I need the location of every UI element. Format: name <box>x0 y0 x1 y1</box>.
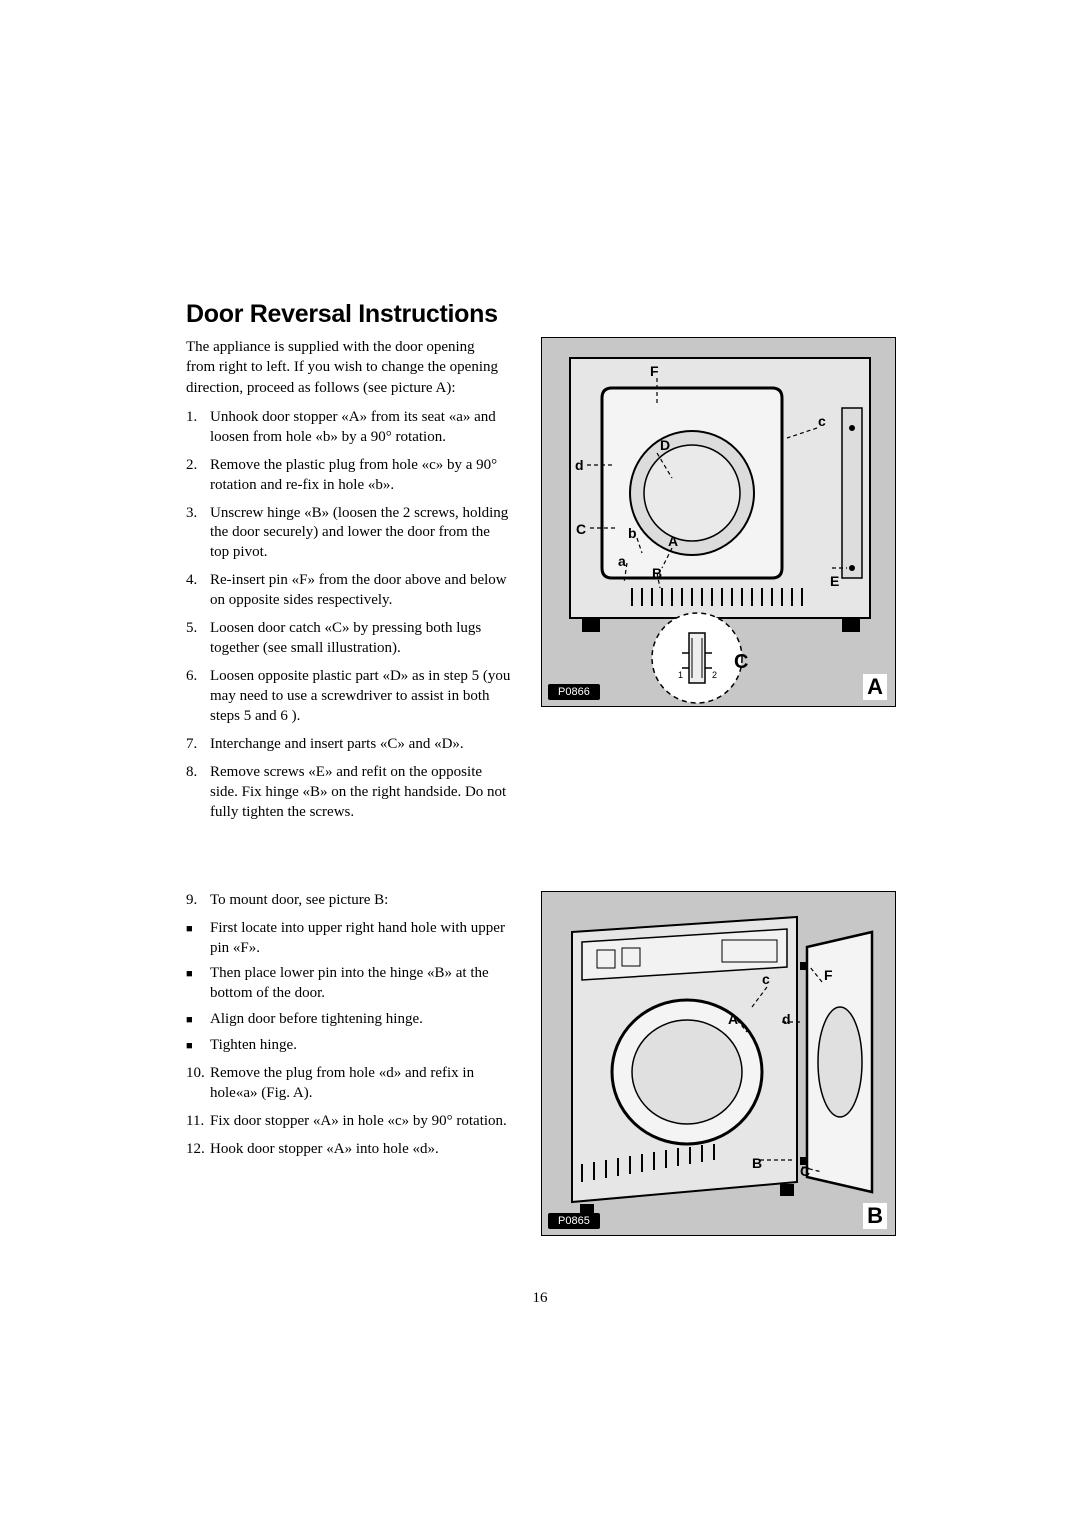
figure-a-id: P0866 <box>548 684 600 700</box>
bullet-item: ■First locate into upper right hand hole… <box>186 919 511 959</box>
left-column-upper: The appliance is supplied with the door … <box>186 337 511 831</box>
step-number: 7. <box>186 735 210 755</box>
bullet-icon: ■ <box>186 1036 210 1056</box>
bullet-text: Align door before tightening hinge. <box>210 1010 423 1030</box>
figB-label-F: F <box>824 967 833 983</box>
step-text: Interchange and insert parts «C» and «D»… <box>210 735 511 755</box>
step-item: 6.Loosen opposite plastic part «D» as in… <box>186 667 511 727</box>
step-9-wrap: 9. To mount door, see picture B: <box>186 891 511 911</box>
step-item: 5.Loosen door catch «C» by pressing both… <box>186 619 511 659</box>
step-text: Remove screws «E» and refit on the oppos… <box>210 763 511 823</box>
step-text: Re-insert pin «F» from the door above an… <box>210 571 511 611</box>
figA-label-d: d <box>575 457 584 473</box>
step-text: Remove the plug from hole «d» and refix … <box>210 1064 511 1104</box>
step-number: 12. <box>186 1140 210 1160</box>
step-item: 2.Remove the plastic plug from hole «c» … <box>186 456 511 496</box>
figure-b-id: P0865 <box>548 1213 600 1229</box>
figA-label-E: E <box>830 573 839 589</box>
step-number: 2. <box>186 456 210 496</box>
svg-text:2: 2 <box>712 670 717 680</box>
step-item: 12.Hook door stopper «A» into hole «d». <box>186 1140 511 1160</box>
bullet-text: First locate into upper right hand hole … <box>210 919 511 959</box>
step-item: 8.Remove screws «E» and refit on the opp… <box>186 763 511 823</box>
figure-a-letter: A <box>863 674 887 700</box>
step-text: Loosen opposite plastic part «D» as in s… <box>210 667 511 727</box>
lower-row: 9. To mount door, see picture B: ■First … <box>186 891 896 1236</box>
upper-row: The appliance is supplied with the door … <box>186 337 896 831</box>
figB-label-B: B <box>752 1155 762 1171</box>
intro-paragraph: The appliance is supplied with the door … <box>186 337 506 398</box>
figure-b-letter: B <box>863 1203 887 1229</box>
figure-b: c F A d B C P0865 B <box>541 891 896 1236</box>
figure-a-svg: 1 2 F c d D C b A a B E C <box>542 338 897 708</box>
steps-list-a: 1.Unhook door stopper «A» from its seat … <box>186 408 511 823</box>
step-number: 11. <box>186 1112 210 1132</box>
step-item: 7.Interchange and insert parts «C» and «… <box>186 735 511 755</box>
figA-label-C1: C <box>576 521 586 537</box>
figA-label-C2: C <box>734 651 748 673</box>
figA-label-c: c <box>818 413 826 429</box>
step-number: 6. <box>186 667 210 727</box>
step-9: 9. To mount door, see picture B: <box>186 891 511 911</box>
figB-label-C: C <box>800 1163 810 1179</box>
step-item: 4.Re-insert pin «F» from the door above … <box>186 571 511 611</box>
step-text: Hook door stopper «A» into hole «d». <box>210 1140 511 1160</box>
bullet-item: ■Tighten hinge. <box>186 1036 511 1056</box>
step-text: Unhook door stopper «A» from its seat «a… <box>210 408 511 448</box>
figB-label-A: A <box>728 1011 738 1027</box>
figure-b-svg: c F A d B C <box>542 892 897 1237</box>
step-text: Fix door stopper «A» in hole «c» by 90° … <box>210 1112 511 1132</box>
step-number: 4. <box>186 571 210 611</box>
step-number: 5. <box>186 619 210 659</box>
step-item: 1.Unhook door stopper «A» from its seat … <box>186 408 511 448</box>
step-number: 8. <box>186 763 210 823</box>
bullet-text: Tighten hinge. <box>210 1036 297 1056</box>
svg-text:1: 1 <box>678 670 683 680</box>
figA-label-B: B <box>652 565 662 581</box>
step-item: 3.Unscrew hinge «B» (loosen the 2 screws… <box>186 504 511 564</box>
figB-label-d: d <box>782 1011 791 1027</box>
page-number: 16 <box>0 1290 1080 1307</box>
figA-label-b: b <box>628 525 637 541</box>
bullet-icon: ■ <box>186 1010 210 1030</box>
step-9-num: 9. <box>186 891 210 911</box>
step-number: 10. <box>186 1064 210 1104</box>
step-number: 3. <box>186 504 210 564</box>
bullet-list: ■First locate into upper right hand hole… <box>186 919 511 1057</box>
figA-label-A: A <box>668 533 678 549</box>
section-heading: Door Reversal Instructions <box>186 300 896 329</box>
bullet-icon: ■ <box>186 964 210 1004</box>
step-text: Unscrew hinge «B» (loosen the 2 screws, … <box>210 504 511 564</box>
bullet-item: ■Align door before tightening hinge. <box>186 1010 511 1030</box>
figA-label-D: D <box>660 437 670 453</box>
figA-label-F: F <box>650 363 659 379</box>
step-text: Remove the plastic plug from hole «c» by… <box>210 456 511 496</box>
left-column-lower: 9. To mount door, see picture B: ■First … <box>186 891 511 1168</box>
step-item: 11.Fix door stopper «A» in hole «c» by 9… <box>186 1112 511 1132</box>
bullet-text: Then place lower pin into the hinge «B» … <box>210 964 511 1004</box>
bullet-item: ■Then place lower pin into the hinge «B»… <box>186 964 511 1004</box>
figA-label-a: a <box>618 553 626 569</box>
right-column-lower: c F A d B C P0865 B <box>541 891 896 1236</box>
figure-a: 1 2 F c d D C b A a B E C P0866 A <box>541 337 896 707</box>
figB-label-c: c <box>762 971 770 987</box>
steps-list-b: 10.Remove the plug from hole «d» and ref… <box>186 1064 511 1160</box>
step-item: 10.Remove the plug from hole «d» and ref… <box>186 1064 511 1104</box>
bullet-icon: ■ <box>186 919 210 959</box>
step-text: Loosen door catch «C» by pressing both l… <box>210 619 511 659</box>
right-column-upper: 1 2 F c d D C b A a B E C P0866 A <box>541 337 896 707</box>
step-9-text: To mount door, see picture B: <box>210 891 511 911</box>
step-number: 1. <box>186 408 210 448</box>
